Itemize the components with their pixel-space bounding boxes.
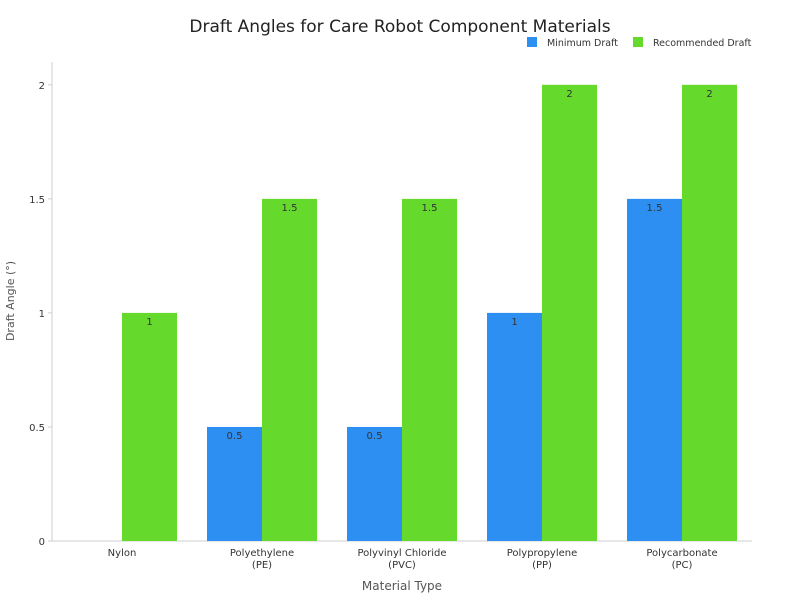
x-ticks: Nylon Polyethylene(PE)Polyvinyl Chloride(… bbox=[108, 548, 718, 571]
y-tick-label: 0.5 bbox=[29, 423, 45, 434]
bar-labels: 0.5 0.5 1 1.5 1 1.5 1.5 2 2 bbox=[146, 89, 712, 442]
bar-value-label: 0.5 bbox=[367, 431, 383, 442]
legend-label: Minimum Draft bbox=[547, 38, 618, 49]
y-tick-label: 0 bbox=[39, 537, 45, 548]
bar-minimum-1 bbox=[207, 426, 262, 541]
x-tick-label: (PE) bbox=[252, 560, 272, 571]
bar-value-label: 2 bbox=[566, 89, 572, 100]
bar-value-label: 1.5 bbox=[647, 203, 663, 214]
bar-recommended-0 bbox=[122, 312, 177, 541]
bar-recommended-1 bbox=[262, 198, 317, 541]
x-tick-label: Nylon bbox=[108, 548, 137, 559]
x-tick-label: Polyvinyl Chloride bbox=[357, 548, 446, 559]
x-tick-label: (PVC) bbox=[388, 560, 416, 571]
chart-title: Draft Angles for Care Robot Component Ma… bbox=[189, 17, 610, 37]
x-tick-label: (PC) bbox=[672, 560, 693, 571]
bar-value-label: 1 bbox=[146, 317, 152, 328]
bar-recommended-2 bbox=[402, 198, 457, 541]
bar-value-label: 2 bbox=[706, 89, 712, 100]
bar-value-label: 0.5 bbox=[227, 431, 243, 442]
legend-swatch bbox=[527, 37, 537, 47]
legend-swatch bbox=[633, 37, 643, 47]
bar-minimum-3 bbox=[487, 312, 542, 541]
bar-minimum-4 bbox=[627, 198, 682, 541]
bar-value-label: 1 bbox=[511, 317, 517, 328]
y-tick-label: 2 bbox=[39, 81, 45, 92]
y-tick-label: 1.5 bbox=[29, 195, 45, 206]
legend: Minimum Draft Recommended Draft bbox=[527, 37, 752, 49]
bar-value-label: 1.5 bbox=[422, 203, 438, 214]
bar-value-label: 1.5 bbox=[282, 203, 298, 214]
x-tick-label: Polyethylene bbox=[230, 548, 294, 559]
x-axis-label: Material Type bbox=[362, 579, 442, 593]
x-tick-label: Polycarbonate bbox=[646, 548, 717, 559]
bar-recommended-3 bbox=[542, 84, 597, 542]
legend-label: Recommended Draft bbox=[653, 38, 752, 49]
y-tick-label: 1 bbox=[39, 309, 45, 320]
bar-recommended-4 bbox=[682, 84, 737, 542]
bar-minimum-2 bbox=[347, 426, 402, 541]
x-tick-label: (PP) bbox=[532, 560, 552, 571]
x-tick-label: Polypropylene bbox=[507, 548, 578, 559]
bars bbox=[122, 84, 737, 542]
y-axis-label: Draft Angle (°) bbox=[4, 261, 17, 341]
y-ticks: 0 0.5 1 1.5 2 bbox=[29, 81, 52, 548]
